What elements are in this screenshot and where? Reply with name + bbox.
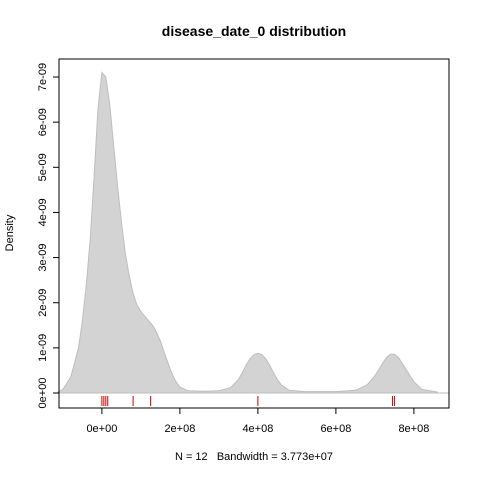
x-tick-label: 4e+08: [242, 423, 273, 435]
x-tick-label: 8e+08: [398, 423, 429, 435]
x-tick-label: 2e+08: [164, 423, 195, 435]
density-area: [57, 71, 438, 394]
y-tick-label: 0e+00: [37, 378, 49, 409]
plot-area: [57, 71, 450, 406]
y-tick-label: 4e-09: [37, 198, 49, 226]
y-axis-label: Density: [4, 214, 16, 251]
plot-frame: [58, 58, 450, 409]
y-tick-label: 5e-09: [37, 153, 49, 181]
x-tick-label: 6e+08: [320, 423, 351, 435]
x-axis-label: N = 12 Bandwidth = 3.773e+07: [175, 451, 333, 463]
y-tick-label: 3e-09: [37, 244, 49, 272]
y-tick-label: 2e-09: [37, 289, 49, 317]
y-axis: 0e+00 1e-09 2e-09 3e-09 4e-09 5e-09 6e-09 7e-09: [37, 63, 59, 409]
y-tick-label: 1e-09: [37, 334, 49, 362]
y-tick-label: 7e-09: [37, 63, 49, 91]
x-axis: 0e+00 2e+08 4e+08 6e+08 8e+08: [86, 408, 429, 435]
x-tick-label: 0e+00: [86, 423, 117, 435]
y-tick-label: 6e-09: [37, 108, 49, 136]
chart-title: disease_date_0 distribution: [162, 23, 346, 39]
